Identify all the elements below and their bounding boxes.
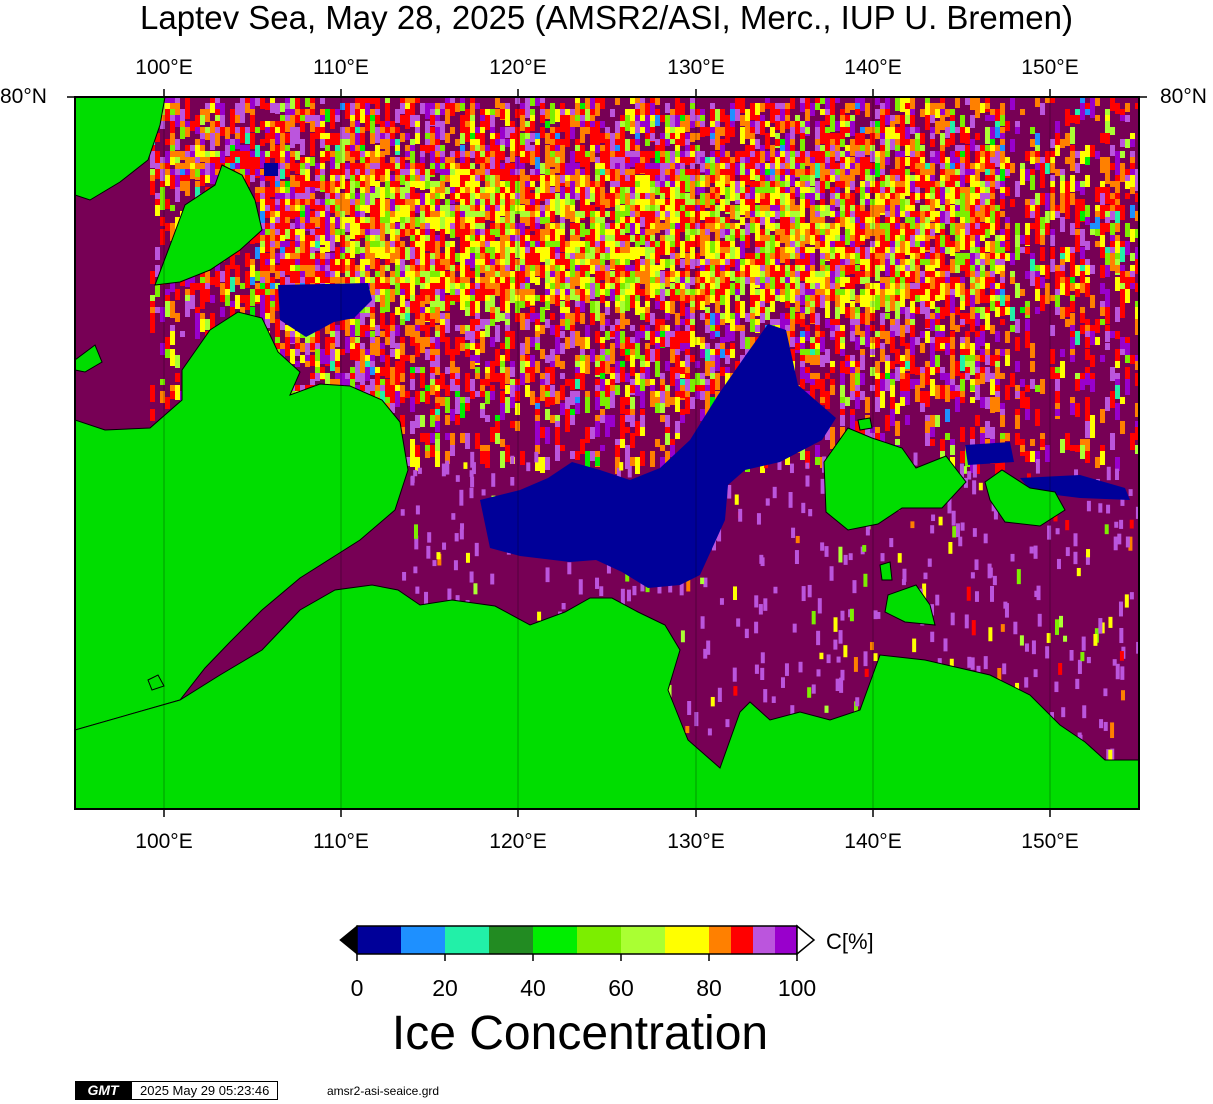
- gmt-logo: GMT: [75, 1081, 131, 1100]
- colorbar-bin-5: [577, 926, 621, 954]
- gmt-filename: amsr2-asi-seaice.grd: [327, 1084, 440, 1098]
- colorbar-bin-9: [731, 926, 753, 954]
- colorbar-bin-0: [357, 926, 401, 954]
- polynya-nw: [264, 163, 278, 176]
- land-east-island: [984, 469, 1066, 527]
- colorbar-bin-8: [709, 926, 731, 954]
- lon-label-top-150: 150°E: [1021, 56, 1079, 79]
- colorbar-under-triangle: [339, 924, 358, 956]
- map-frame: [74, 96, 1140, 810]
- land-small-island-2: [879, 561, 893, 581]
- colorbar-bin-7: [665, 926, 709, 954]
- colorbar-bin-4: [533, 926, 577, 954]
- colorbar-label-80: 80: [696, 975, 722, 1001]
- tick-marks: [67, 89, 1147, 817]
- colorbar-label-60: 60: [608, 975, 634, 1001]
- land-taymyr: [75, 311, 409, 731]
- land-taymyr-small: [75, 344, 103, 373]
- colorbar-unit: C[%]: [826, 929, 874, 954]
- lon-label-bottom-120: 120°E: [489, 830, 547, 853]
- land-small-island-1: [884, 584, 936, 626]
- lon-label-top-110: 110°E: [313, 56, 369, 79]
- map-figure: [67, 89, 1147, 817]
- colorbar-label-100: 100: [777, 975, 817, 1001]
- colorbar-label-40: 40: [520, 975, 546, 1001]
- lon-label-top-140: 140°E: [844, 56, 902, 79]
- colorbar-bin-11: [775, 926, 797, 954]
- colorbar-bins: [357, 926, 797, 954]
- lon-label-top-100: 100°E: [135, 56, 193, 79]
- polynya-lena: [480, 324, 836, 588]
- polynya-east-1: [965, 442, 1014, 465]
- lon-label-bottom-130: 130°E: [667, 830, 725, 853]
- lon-label-bottom-140: 140°E: [844, 830, 902, 853]
- lon-label-bottom-100: 100°E: [135, 830, 193, 853]
- colorbar-bin-2: [445, 926, 489, 954]
- land-kotelny-small: [857, 417, 873, 431]
- colorbar-bin-10: [753, 926, 775, 954]
- colorbar-title: Ice Concentration: [391, 1007, 769, 1060]
- colorbar: [339, 924, 816, 961]
- open-water-areas: [264, 163, 1130, 588]
- map-title: Laptev Sea, May 28, 2025 (AMSR2/ASI, Mer…: [140, 0, 1073, 36]
- colorbar-bin-6: [621, 926, 665, 954]
- meridian-lines: [163, 97, 1051, 809]
- colorbar-label-20: 20: [432, 975, 458, 1001]
- gmt-timestamp: 2025 May 29 05:23:46: [131, 1081, 279, 1100]
- lon-label-top-130: 130°E: [667, 56, 725, 79]
- polynya-taymyr: [278, 283, 372, 337]
- lon-label-bottom-150: 150°E: [1021, 830, 1079, 853]
- colorbar-bin-1: [401, 926, 445, 954]
- colorbar-over-triangle: [796, 924, 816, 956]
- colorbar-bin-3: [489, 926, 533, 954]
- lat-label-left: 80°N: [0, 85, 47, 108]
- lat-label-right: 80°N: [1160, 85, 1207, 108]
- lon-label-top-120: 120°E: [489, 56, 547, 79]
- land-bolshevik-island: [154, 164, 263, 286]
- colorbar-label-0: 0: [350, 975, 364, 1001]
- lon-label-bottom-110: 110°E: [313, 830, 369, 853]
- land-lyakhovsky-island: [823, 427, 967, 531]
